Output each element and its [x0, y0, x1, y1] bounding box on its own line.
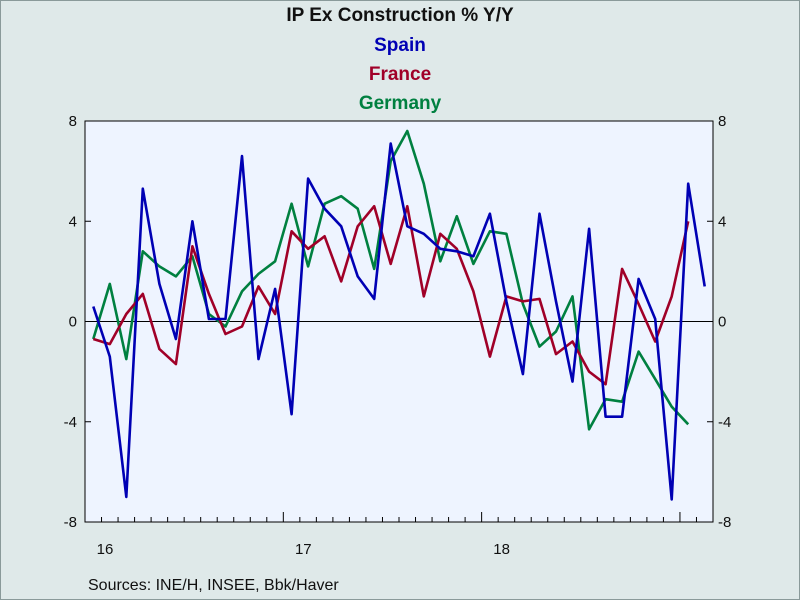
x-tick-label: 18 — [493, 541, 510, 558]
series-line-france — [92, 204, 690, 386]
y-tick-label-left: 8 — [69, 113, 77, 130]
y-tick-label-right: -4 — [718, 414, 731, 431]
y-tick-label-right: -8 — [718, 514, 731, 531]
legend-entry-france: France — [368, 64, 432, 85]
legend-entry-germany: Germany — [358, 93, 442, 114]
legend-entry-spain: Spain — [374, 35, 426, 56]
y-tick-label-left: 4 — [69, 213, 77, 230]
series-line-germany — [92, 129, 690, 431]
chart-title: IP Ex Construction % Y/Y — [286, 5, 514, 26]
y-tick-label-right: 0 — [718, 314, 726, 331]
x-tick-label: 16 — [97, 541, 114, 558]
chart-source-note: Sources: INE/H, INSEE, Bbk/Haver — [88, 577, 339, 594]
y-tick-label-left: 0 — [69, 314, 77, 331]
x-tick-label: 17 — [295, 541, 312, 558]
y-tick-label-right: 4 — [718, 213, 726, 230]
y-tick-label-left: -4 — [64, 414, 77, 431]
y-tick-label-right: 8 — [718, 113, 726, 130]
y-tick-label-left: -8 — [64, 514, 77, 531]
series-line-spain — [92, 142, 706, 501]
